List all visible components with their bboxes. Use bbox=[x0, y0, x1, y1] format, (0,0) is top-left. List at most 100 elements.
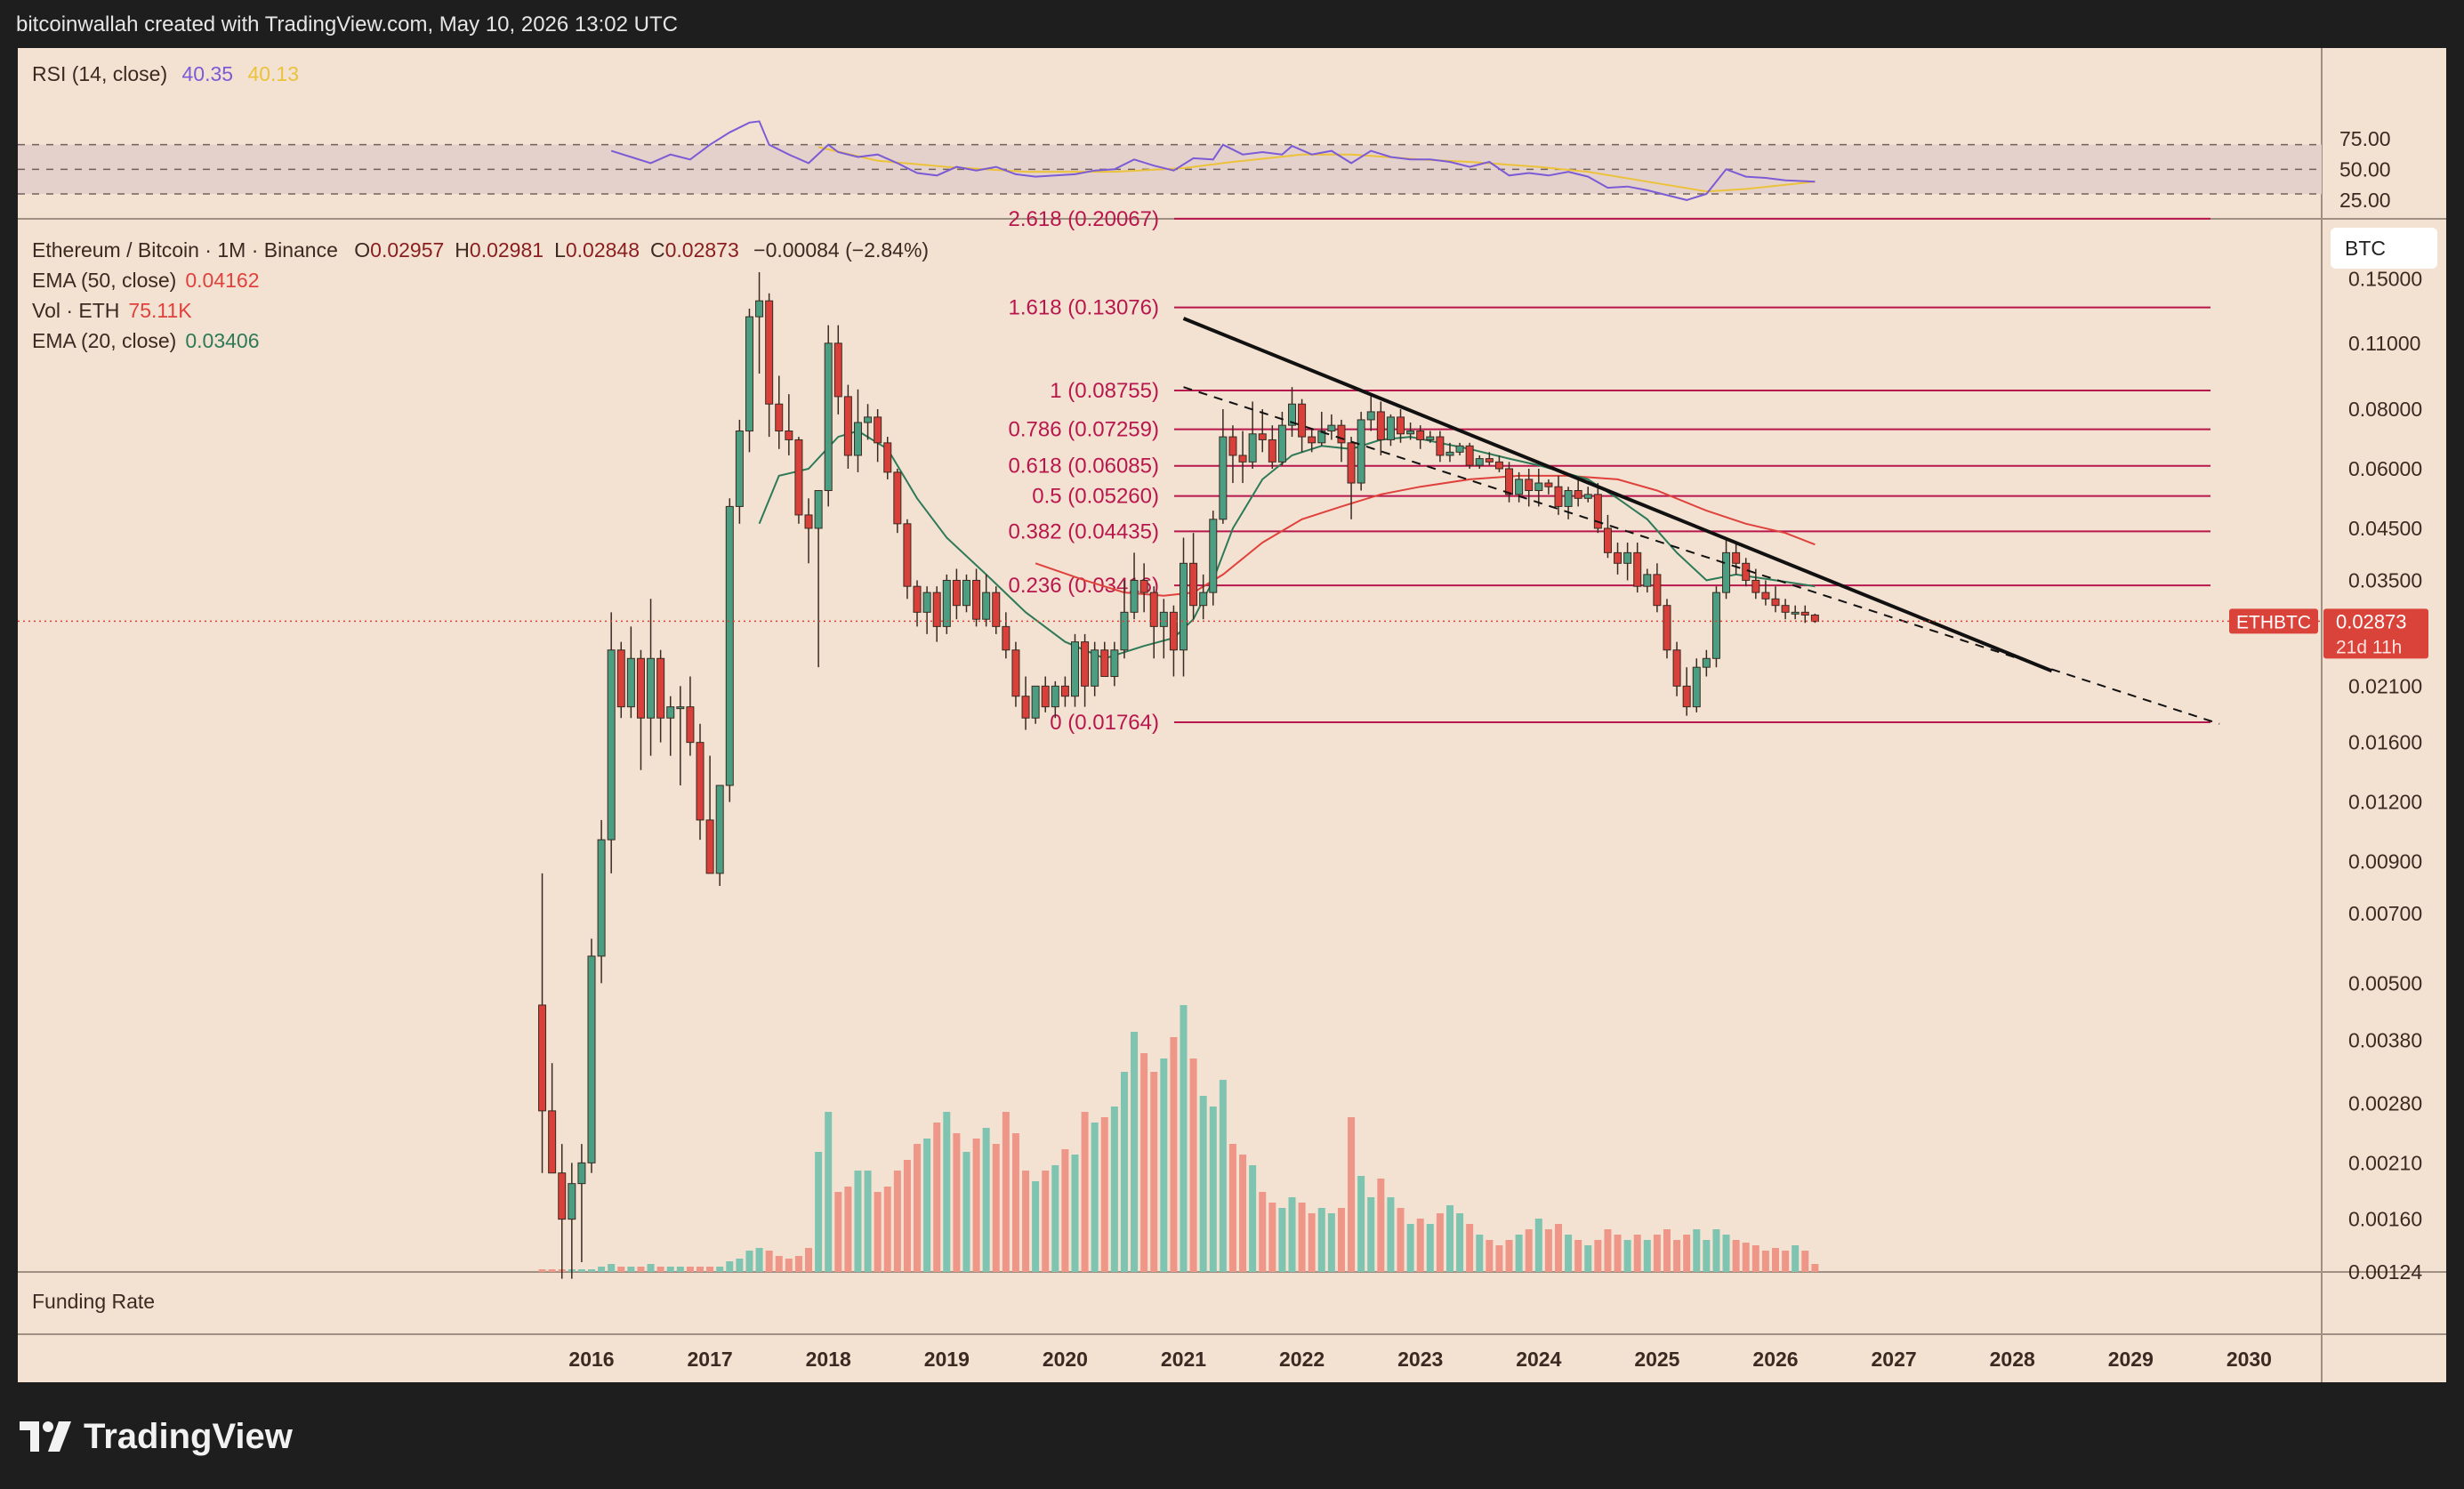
indicator-1[interactable]: Vol · ETH 75.11K bbox=[32, 295, 929, 326]
volume-bar bbox=[1712, 1229, 1720, 1272]
candle-body bbox=[676, 706, 685, 710]
candle-body bbox=[686, 706, 695, 744]
candle-body bbox=[1614, 551, 1623, 564]
candle-body bbox=[1751, 579, 1760, 593]
ohlc-values: O0.02957 H0.02981 L0.02848 C0.02873 bbox=[343, 238, 739, 262]
main-legend[interactable]: Ethereum / Bitcoin · 1M · Binance O0.029… bbox=[32, 235, 929, 356]
symbol-row: Ethereum / Bitcoin · 1M · Binance O0.029… bbox=[32, 235, 929, 265]
x-tick-label: 2030 bbox=[2226, 1348, 2272, 1371]
volume-bar bbox=[854, 1171, 862, 1272]
candle-body bbox=[1810, 614, 1819, 623]
volume-bar bbox=[1466, 1224, 1474, 1272]
candle-body bbox=[1515, 479, 1524, 495]
volume-bar bbox=[1811, 1264, 1819, 1272]
rsi-tick-label: 75.00 bbox=[2339, 127, 2391, 150]
volume-bar bbox=[1239, 1155, 1247, 1272]
y-tick-label: 0.01600 bbox=[2348, 731, 2422, 754]
volume-bar bbox=[1160, 1058, 1168, 1272]
candle-body bbox=[1781, 605, 1790, 613]
chart-credit: bitcoinwallah created with TradingView.c… bbox=[16, 12, 678, 36]
candle-body bbox=[1120, 611, 1129, 651]
candle-body bbox=[775, 403, 784, 432]
candle-body bbox=[1800, 611, 1809, 616]
rsi-ma-value: 40.13 bbox=[247, 62, 300, 85]
volume-bar bbox=[903, 1160, 911, 1272]
volume-bar bbox=[588, 1269, 595, 1272]
x-tick-label: 2028 bbox=[1990, 1348, 2035, 1371]
indicator-label: Vol · ETH bbox=[32, 299, 120, 322]
volume-bar bbox=[1228, 1144, 1236, 1272]
candle-body bbox=[1081, 641, 1090, 687]
candle-body bbox=[1189, 562, 1198, 607]
candle-body bbox=[982, 592, 991, 620]
candle-body bbox=[843, 396, 852, 456]
candle-body bbox=[833, 342, 842, 398]
tradingview-logo[interactable]: TradingView bbox=[20, 1414, 293, 1459]
candle-body bbox=[1564, 489, 1573, 507]
candle-body bbox=[1149, 592, 1158, 627]
volume-bar bbox=[1011, 1133, 1019, 1272]
change-value: −0.00084 (−2.84%) bbox=[753, 238, 930, 262]
candle-body bbox=[607, 649, 616, 841]
candle-body bbox=[1643, 574, 1652, 587]
candle-body bbox=[1455, 445, 1464, 453]
candle-body bbox=[1268, 439, 1276, 463]
candle-body bbox=[853, 422, 862, 456]
volume-bar bbox=[637, 1267, 645, 1272]
candle-body bbox=[1002, 625, 1011, 651]
candle-body bbox=[913, 585, 922, 613]
volume-bar bbox=[1268, 1203, 1276, 1272]
candle-body bbox=[1465, 445, 1474, 466]
volume-bar bbox=[1377, 1179, 1385, 1272]
volume-bar bbox=[1476, 1235, 1484, 1272]
candle-body bbox=[1475, 458, 1484, 466]
fib-level-label: 1 (0.08755) bbox=[1050, 379, 1159, 403]
volume-bar bbox=[785, 1259, 793, 1272]
candle-body bbox=[1525, 479, 1534, 491]
volume-bar bbox=[1761, 1251, 1769, 1272]
volume-bar bbox=[1348, 1117, 1356, 1272]
volume-bar bbox=[1594, 1240, 1602, 1272]
ema50-line bbox=[1035, 474, 1816, 597]
volume-bar bbox=[1022, 1171, 1030, 1272]
indicator-0[interactable]: EMA (50, close) 0.04162 bbox=[32, 265, 929, 295]
rsi-legend[interactable]: RSI (14, close) 40.35 40.13 bbox=[32, 62, 299, 86]
candle-body bbox=[1070, 641, 1079, 697]
candle-body bbox=[1436, 436, 1445, 456]
volume-bar bbox=[1614, 1235, 1622, 1272]
candle-body bbox=[1159, 611, 1168, 627]
volume-bar bbox=[716, 1267, 724, 1272]
x-tick-label: 2022 bbox=[1279, 1348, 1325, 1371]
funding-rate-title[interactable]: Funding Rate bbox=[32, 1290, 156, 1313]
rsi-value: 40.35 bbox=[181, 62, 234, 85]
candle-body bbox=[705, 819, 714, 874]
candle-body bbox=[1544, 482, 1553, 487]
volume-bar bbox=[1357, 1176, 1365, 1272]
x-tick-label: 2021 bbox=[1161, 1348, 1206, 1371]
candle-body bbox=[1485, 458, 1494, 463]
volume-bar bbox=[1544, 1229, 1552, 1272]
candle-body bbox=[1583, 494, 1592, 499]
volume-bar bbox=[874, 1192, 882, 1272]
volume-bar bbox=[1308, 1213, 1316, 1272]
volume-bar bbox=[1337, 1208, 1345, 1272]
volume-bar bbox=[1288, 1197, 1296, 1272]
indicator-2[interactable]: EMA (20, close) 0.03406 bbox=[32, 326, 929, 356]
indicator-list: EMA (50, close) 0.04162 Vol · ETH 75.11K EMA… bbox=[32, 265, 929, 356]
candle-body bbox=[794, 439, 803, 516]
volume-bar bbox=[864, 1171, 872, 1272]
candle-body bbox=[932, 592, 941, 627]
rsi-title: RSI (14, close) bbox=[32, 62, 168, 85]
candle-body bbox=[952, 579, 961, 607]
fib-level-label: 0 (0.01764) bbox=[1050, 711, 1159, 735]
currency-button[interactable]: BTC bbox=[2331, 228, 2437, 269]
rsi-ma-line bbox=[817, 146, 1816, 193]
candle-body bbox=[1494, 461, 1503, 470]
tradingview-logo-icon bbox=[20, 1421, 71, 1452]
volume-bar bbox=[1742, 1243, 1750, 1272]
indicator-label: EMA (50, close) bbox=[32, 269, 177, 292]
candle-body bbox=[745, 316, 753, 432]
candle-body bbox=[1199, 592, 1208, 607]
candle-body bbox=[1209, 519, 1218, 593]
